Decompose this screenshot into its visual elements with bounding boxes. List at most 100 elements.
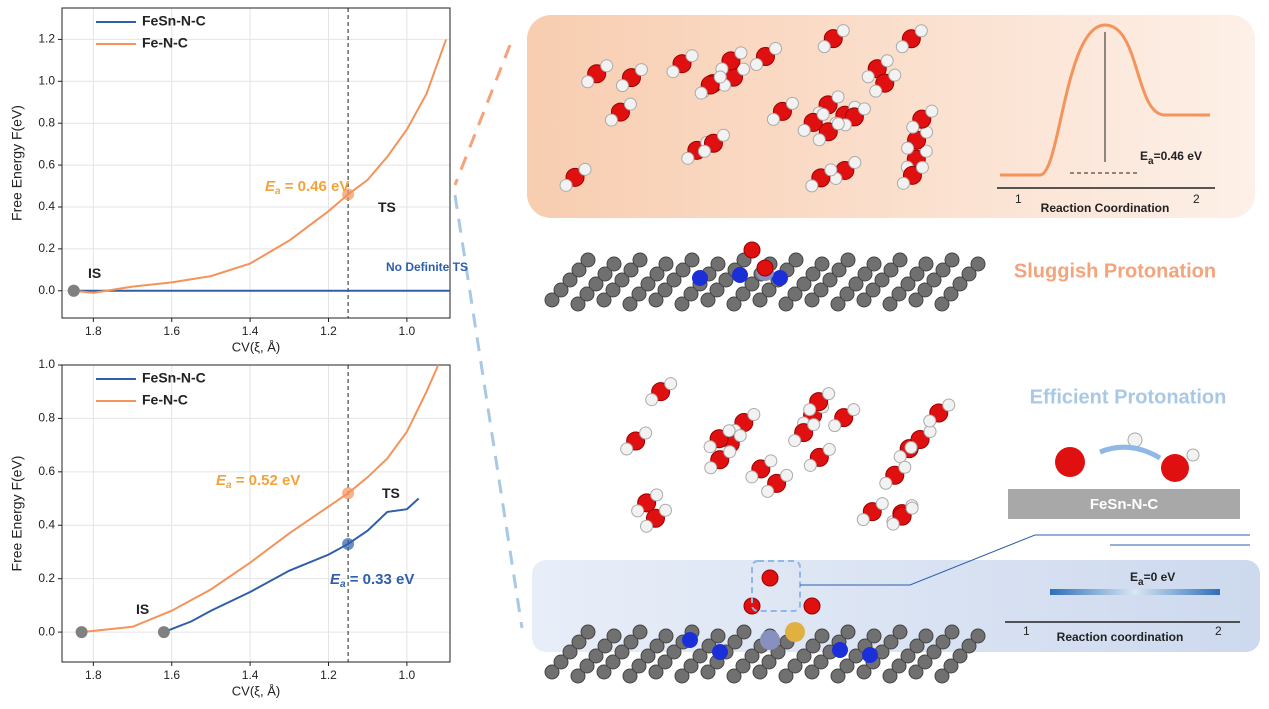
atom [579, 286, 595, 302]
atom [745, 470, 759, 484]
energy-label: Ea=0 eV [1130, 570, 1175, 587]
atom [764, 454, 778, 468]
axis-label: 2 [1215, 624, 1222, 638]
atom [831, 117, 845, 131]
atom [970, 628, 986, 644]
atom [848, 276, 864, 292]
atom [812, 133, 826, 147]
legend-label: Fe-N-C [142, 35, 188, 51]
atom [622, 296, 638, 312]
atom [895, 40, 909, 54]
atom [856, 292, 872, 308]
atom [803, 403, 817, 417]
atom [733, 429, 747, 443]
atom [830, 296, 846, 312]
atom [814, 628, 830, 644]
atom [970, 256, 986, 272]
annotation: TS [382, 485, 400, 501]
atom [906, 120, 920, 134]
atom [562, 272, 578, 288]
atom [839, 658, 855, 674]
atom [614, 272, 630, 288]
zoom-line [800, 534, 1250, 586]
atom [674, 668, 690, 684]
atom [640, 276, 656, 292]
annotation-text: TS [382, 485, 400, 501]
atom [856, 664, 872, 680]
atom [664, 377, 678, 391]
annotation: Ea = 0.33 eV [330, 571, 414, 590]
annotation: Ea = 0.46 eV [265, 178, 349, 197]
substrate [1008, 489, 1240, 519]
atom [961, 266, 977, 282]
atom [908, 664, 924, 680]
y-tick-label: 0.8 [38, 411, 55, 425]
atom [578, 162, 592, 176]
atom [553, 654, 569, 670]
energy-bar [1050, 589, 1220, 595]
atom [886, 517, 900, 531]
atom [588, 648, 604, 664]
atom [722, 424, 736, 438]
atom [944, 252, 960, 268]
atom [785, 96, 799, 110]
atom [832, 642, 848, 658]
atom [766, 112, 780, 126]
atom [803, 597, 821, 615]
atom [718, 272, 734, 288]
y-tick-label: 0.6 [38, 157, 55, 171]
atom [732, 267, 748, 283]
y-tick-label: 0.4 [38, 517, 55, 531]
atom [880, 54, 894, 68]
atom [882, 668, 898, 684]
plot-frame [61, 7, 451, 319]
atom [861, 70, 875, 84]
y-tick-label: 0.2 [38, 571, 55, 585]
atom [919, 144, 933, 158]
atom [588, 276, 604, 292]
atom [909, 638, 925, 654]
atom [944, 624, 960, 640]
atom [571, 262, 587, 278]
atom [752, 292, 768, 308]
atom [761, 569, 779, 587]
x-tick-label: 1.6 [163, 324, 180, 338]
x-tick-label: 1.4 [242, 324, 259, 338]
t: E [1130, 570, 1138, 584]
atom [571, 634, 587, 650]
atom [614, 644, 630, 660]
atom [761, 654, 777, 670]
y-tick-label: 1.2 [38, 32, 55, 46]
atom [824, 163, 838, 177]
atom [892, 252, 908, 268]
atom [840, 624, 856, 640]
atom [780, 468, 794, 482]
atom [796, 648, 812, 664]
annotation: No Definite TS [386, 260, 468, 274]
atom [684, 252, 700, 268]
axis-label: 2 [1193, 192, 1200, 206]
y-tick-label: 0.4 [38, 199, 55, 213]
legend-label: FeSn-N-C [142, 370, 206, 386]
atom [683, 658, 699, 674]
atom [622, 668, 638, 684]
atom [926, 272, 942, 288]
annotation-text: No Definite TS [386, 260, 468, 274]
x-tick-label: 1.8 [85, 324, 102, 338]
caption: Sluggish Protonation [1014, 260, 1216, 282]
atom [839, 286, 855, 302]
atom [900, 648, 916, 664]
atom [804, 292, 820, 308]
annotation: TS [378, 199, 396, 215]
atom [623, 97, 637, 111]
atom [893, 450, 907, 464]
atom [639, 426, 653, 440]
y-axis-title: Free Energy F(eV) [9, 105, 25, 221]
annotation-sub: a [340, 579, 346, 590]
atom [831, 262, 847, 278]
atom [658, 256, 674, 272]
atom [700, 292, 716, 308]
atom [917, 282, 933, 298]
atom [1127, 432, 1143, 448]
atom [712, 644, 728, 660]
